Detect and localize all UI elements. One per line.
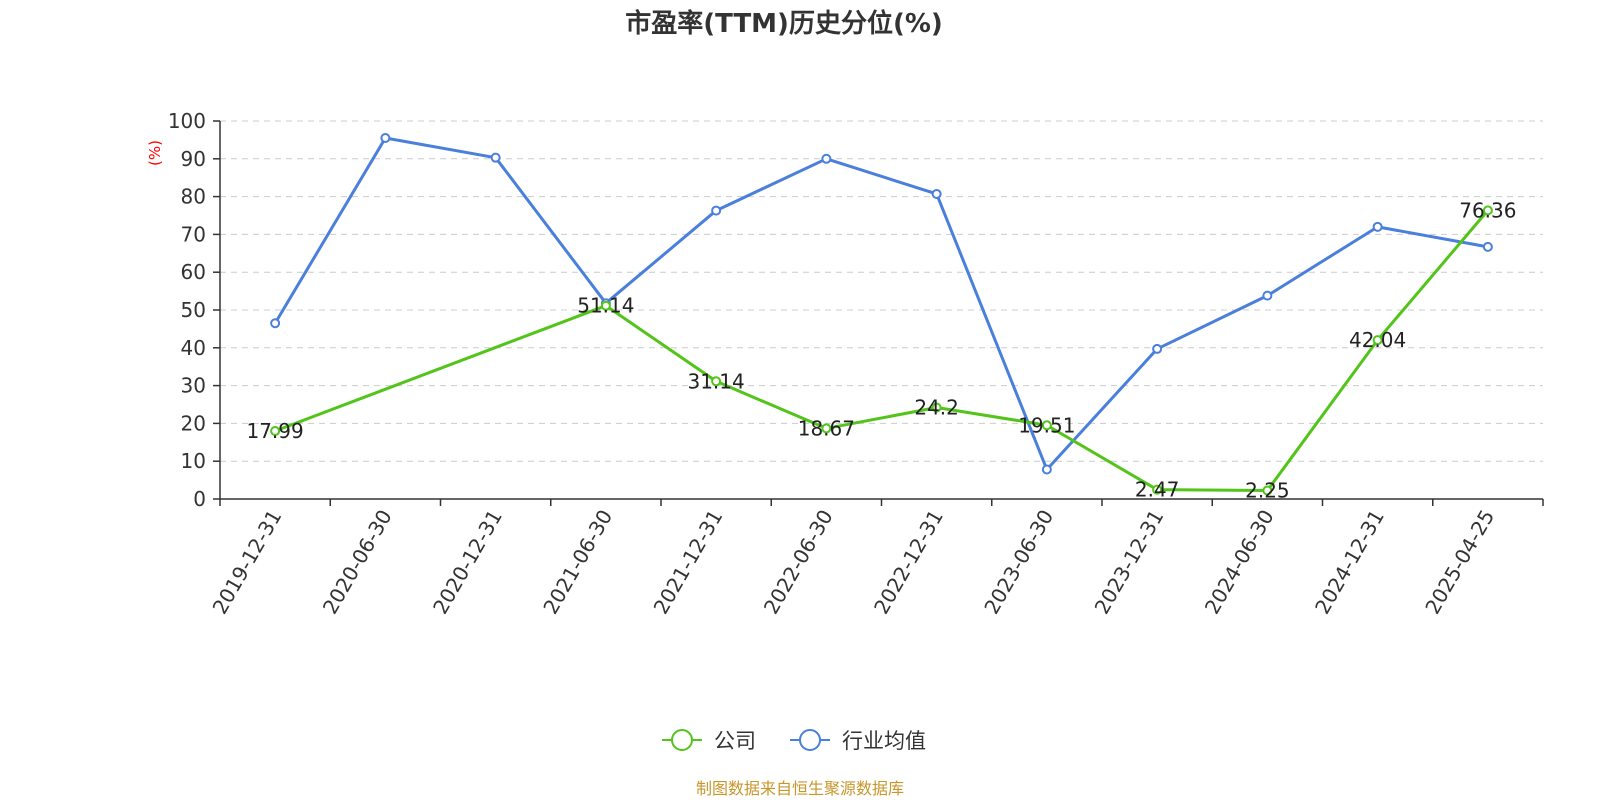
legend-company-marker-icon bbox=[671, 729, 693, 751]
data-point[interactable] bbox=[1152, 484, 1163, 495]
y-tick-label: 0 bbox=[193, 487, 206, 511]
y-axis-unit-label: (%) bbox=[146, 140, 164, 166]
y-tick-label: 30 bbox=[181, 374, 206, 398]
data-label: 31.14 bbox=[687, 369, 744, 393]
x-tick-label: 2021-12-31 bbox=[649, 506, 728, 619]
data-label: 17.99 bbox=[246, 419, 303, 443]
data-point[interactable] bbox=[1372, 221, 1383, 232]
data-point[interactable] bbox=[1041, 464, 1052, 475]
x-tick-label: 2020-06-30 bbox=[318, 506, 397, 619]
data-point[interactable] bbox=[711, 376, 722, 387]
axes: 0 10 20 30 40 50 60 70 80 90 100 2019-12-31 2020-06-… bbox=[168, 109, 1544, 619]
series-line-0 bbox=[274, 209, 1490, 492]
data-label: 2.47 bbox=[1135, 478, 1180, 502]
legend-item-company[interactable]: 公司 bbox=[662, 729, 756, 753]
x-tick-label: 2019-12-31 bbox=[208, 506, 287, 619]
legend-item-industry-avg[interactable]: 行业均值 bbox=[790, 729, 926, 753]
x-tick-label: 2022-12-31 bbox=[869, 506, 948, 619]
series-lines bbox=[270, 133, 1493, 496]
y-tick-label: 10 bbox=[181, 449, 206, 473]
legend-company-label: 公司 bbox=[714, 729, 756, 753]
data-point[interactable] bbox=[600, 300, 611, 311]
data-point[interactable] bbox=[1262, 485, 1273, 496]
y-tick-label: 80 bbox=[181, 185, 206, 209]
data-point[interactable] bbox=[821, 153, 832, 164]
x-tick-label: 2021-06-30 bbox=[538, 506, 617, 619]
y-tick-label: 90 bbox=[181, 147, 206, 171]
x-tick-label: 2024-06-30 bbox=[1200, 506, 1279, 619]
data-label: 76.36 bbox=[1459, 198, 1516, 222]
data-point[interactable] bbox=[711, 205, 722, 216]
data-point[interactable] bbox=[1262, 290, 1273, 301]
y-tick-label: 50 bbox=[181, 298, 206, 322]
data-label: 19.51 bbox=[1018, 413, 1075, 437]
y-tick-label: 100 bbox=[168, 109, 206, 133]
legend-industry-marker-icon bbox=[799, 729, 821, 751]
data-point[interactable] bbox=[1482, 205, 1493, 216]
y-tick-label: 40 bbox=[181, 336, 206, 360]
data-point[interactable] bbox=[931, 402, 942, 413]
source-note: 制图数据来自恒生聚源数据库 bbox=[696, 779, 904, 798]
data-point[interactable] bbox=[270, 318, 281, 329]
y-tick-label: 20 bbox=[181, 411, 206, 435]
x-tick-label: 2022-06-30 bbox=[759, 506, 838, 619]
data-point[interactable] bbox=[821, 423, 832, 434]
legend: 公司 行业均值 bbox=[662, 729, 926, 753]
chart-title: 市盈率(TTM)历史分位(%) bbox=[625, 8, 943, 39]
data-point[interactable] bbox=[1482, 241, 1493, 252]
series-line-1 bbox=[273, 136, 1489, 472]
data-point[interactable] bbox=[931, 188, 942, 199]
data-label: 24.2 bbox=[914, 396, 959, 420]
x-tick-label: 2023-12-31 bbox=[1090, 506, 1169, 619]
data-point[interactable] bbox=[380, 133, 391, 144]
data-point[interactable] bbox=[1152, 343, 1163, 354]
x-tick-label: 2023-06-30 bbox=[979, 506, 1058, 619]
data-label: 42.04 bbox=[1349, 328, 1406, 352]
legend-industry-label: 行业均值 bbox=[842, 729, 926, 753]
y-tick-label: 70 bbox=[181, 222, 206, 246]
data-point[interactable] bbox=[270, 425, 281, 436]
data-point[interactable] bbox=[490, 152, 501, 163]
x-tick-label: 2020-12-31 bbox=[428, 506, 507, 619]
data-label: 2.25 bbox=[1245, 478, 1290, 502]
data-label: 18.67 bbox=[798, 416, 855, 440]
data-point[interactable] bbox=[1372, 335, 1383, 346]
y-tick-label: 60 bbox=[181, 260, 206, 284]
grid-lines bbox=[220, 120, 1543, 462]
data-point[interactable] bbox=[1041, 420, 1052, 431]
x-tick-label: 2025-04-25 bbox=[1420, 506, 1499, 619]
data-label: 51.14 bbox=[577, 294, 634, 318]
x-tick-label: 2024-12-31 bbox=[1310, 506, 1389, 619]
data-labels: 17.99 51.14 31.14 18.67 24.2 19.51 2.47 2.25 42.… bbox=[246, 198, 1516, 502]
